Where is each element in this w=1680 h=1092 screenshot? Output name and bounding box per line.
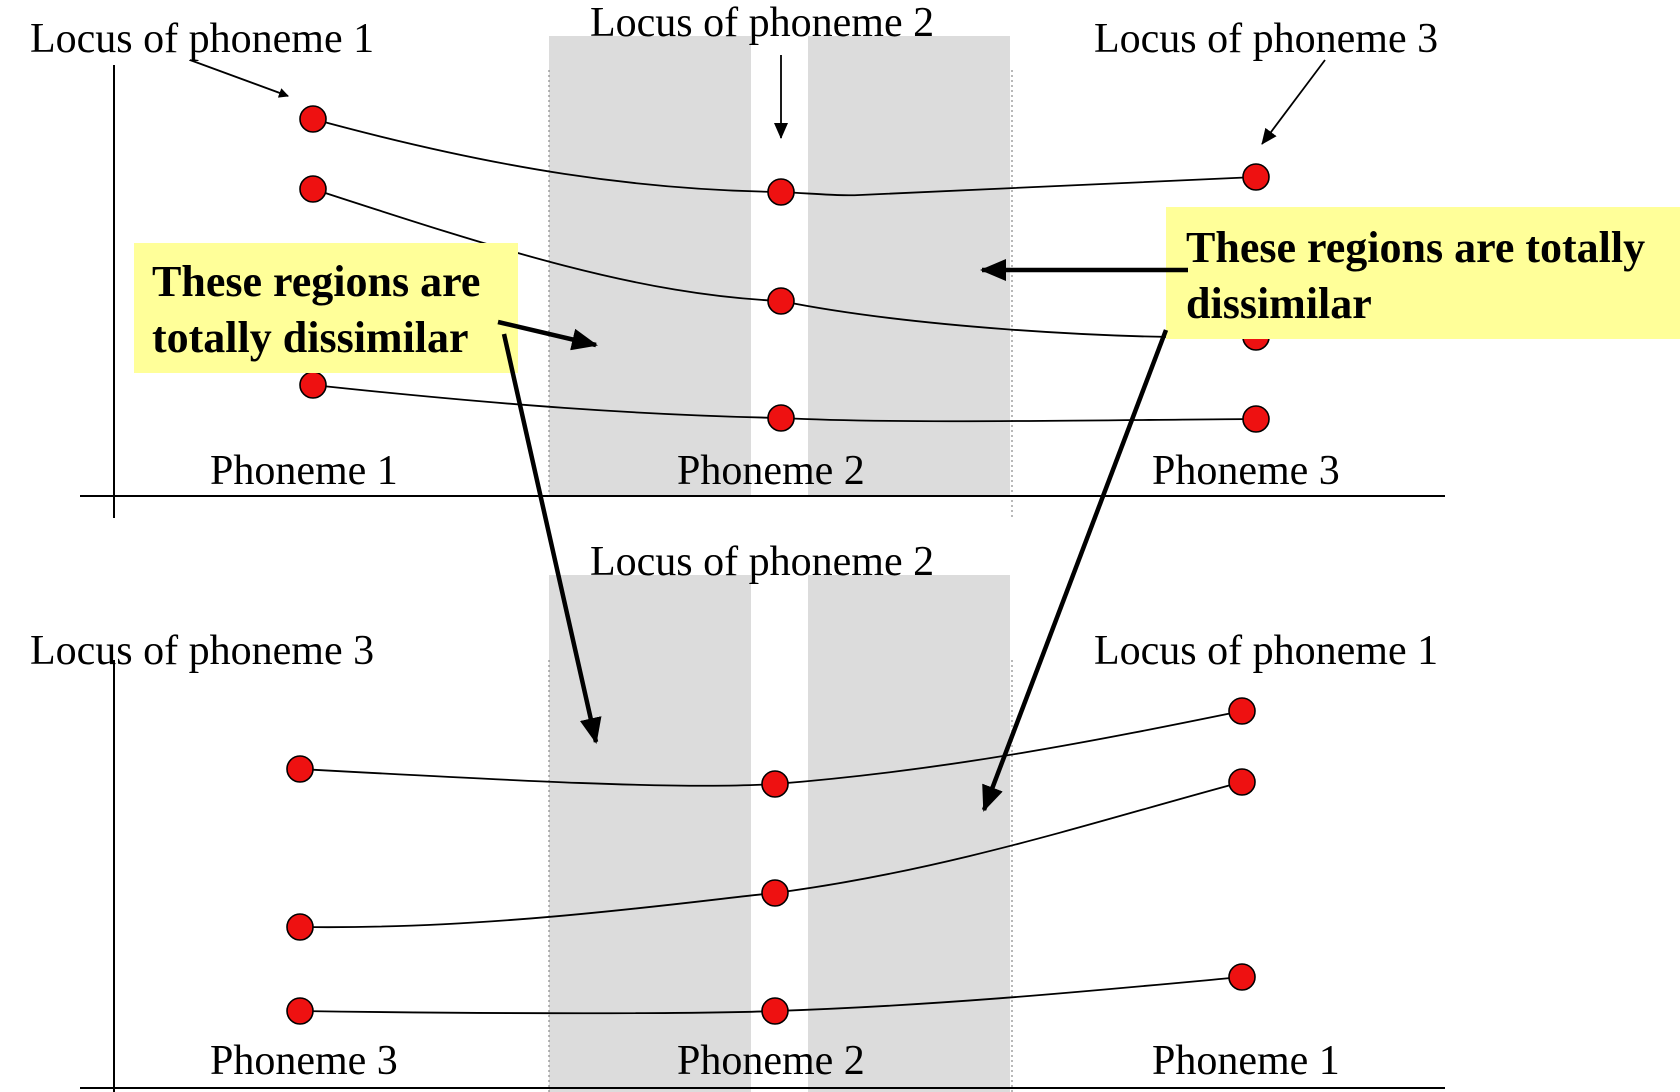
shaded-regions (548, 36, 1013, 1092)
callout-left-line-2: totally dissimilar (152, 313, 469, 362)
top-phoneme-label-1: Phoneme 1 (210, 448, 398, 494)
arrow-right-to-bottom-region (981, 329, 1169, 812)
callout-right-line-1: These regions are totally (1186, 223, 1645, 272)
bottom-dots (286, 697, 1256, 1025)
top-dot (767, 178, 795, 206)
top-phoneme-labels: Phoneme 1 Phoneme 2 Phoneme 3 (210, 448, 1340, 494)
top-dot (299, 105, 327, 133)
bottom-locus-label-1: Locus of phoneme 3 (30, 628, 374, 674)
bottom-dot (286, 755, 314, 783)
bottom-band-left (549, 575, 751, 1092)
arrow-left-to-bottom-region (501, 333, 602, 744)
bottom-dot (286, 997, 314, 1025)
bottom-phoneme-label-3: Phoneme 1 (1152, 1038, 1340, 1084)
locus-arrows (189, 55, 1326, 145)
bottom-dot (1228, 697, 1256, 725)
bottom-locus-label-2: Locus of phoneme 2 (590, 539, 934, 585)
top-phoneme-label-2: Phoneme 2 (677, 448, 865, 494)
callout-box-left (134, 243, 518, 373)
top-dot (299, 175, 327, 203)
top-locus-labels: Locus of phoneme 1 Locus of phoneme 2 Lo… (30, 0, 1438, 62)
top-band-left (549, 36, 751, 496)
callout-left-line-1: These regions are (152, 257, 480, 306)
locus-arrow-top-left (189, 59, 289, 98)
callout-left: These regions are totally dissimilar (152, 257, 480, 362)
bottom-dot (286, 913, 314, 941)
bottom-band-right (808, 575, 1010, 1092)
bottom-locus-label-3: Locus of phoneme 1 (1094, 628, 1438, 674)
top-phoneme-label-3: Phoneme 3 (1152, 448, 1340, 494)
top-dot (1242, 405, 1270, 433)
top-dot (299, 371, 327, 399)
bottom-phoneme-label-2: Phoneme 2 (677, 1038, 865, 1084)
top-locus-label-3: Locus of phoneme 3 (1094, 16, 1438, 62)
callout-box-right (1166, 207, 1680, 339)
bottom-dot (1228, 768, 1256, 796)
bottom-dot (761, 770, 789, 798)
bottom-dot (761, 997, 789, 1025)
top-dot (767, 404, 795, 432)
arrow-left-to-top-region (497, 319, 598, 351)
callout-arrows (497, 259, 1188, 812)
bottom-trajectories (299, 710, 1243, 1015)
bottom-locus-labels: Locus of phoneme 3 Locus of phoneme 2 Lo… (30, 539, 1438, 674)
callout-right: These regions are totally dissimilar (1186, 223, 1645, 328)
locus-arrow-top-right (1261, 59, 1326, 145)
top-locus-label-2: Locus of phoneme 2 (590, 0, 934, 46)
bottom-dot (1228, 963, 1256, 991)
bottom-phoneme-labels: Phoneme 3 Phoneme 2 Phoneme 1 (210, 1038, 1340, 1084)
top-trajectory-1 (312, 118, 1257, 197)
top-dot (767, 287, 795, 315)
top-locus-label-1: Locus of phoneme 1 (30, 16, 374, 62)
top-band-right (808, 36, 1010, 496)
axes (80, 65, 1445, 1092)
callout-right-line-2: dissimilar (1186, 279, 1372, 328)
bottom-phoneme-label-1: Phoneme 3 (210, 1038, 398, 1084)
bottom-dot (761, 879, 789, 907)
top-dot (1242, 163, 1270, 191)
